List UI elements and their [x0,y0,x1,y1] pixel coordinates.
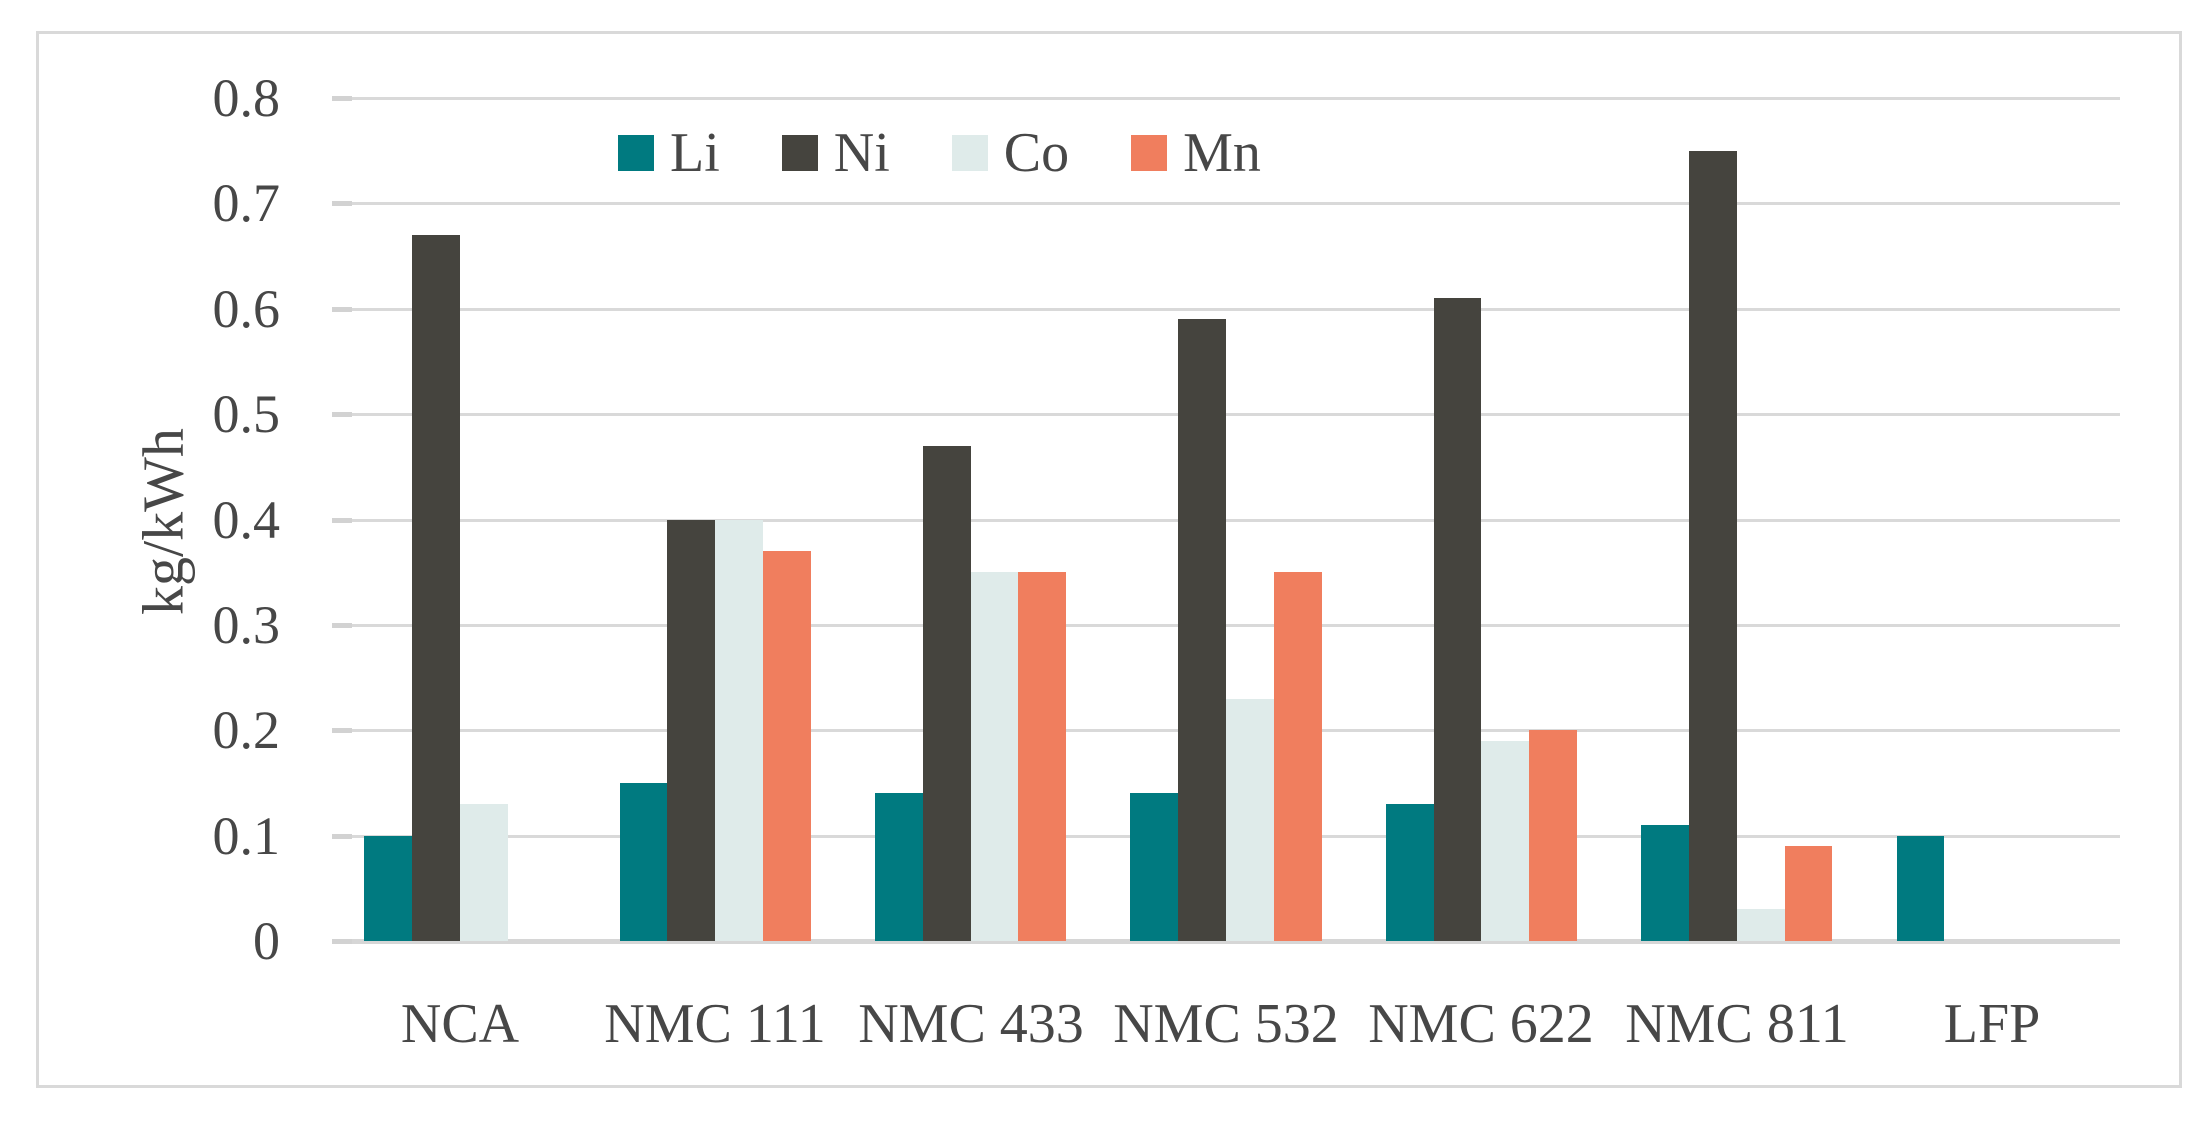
y-axis-tick [332,96,352,101]
gridline [332,202,2120,205]
legend-label: Ni [833,122,890,184]
bar-co-nca [459,804,508,941]
bar-co-nmc-433 [970,572,1019,941]
y-tick-label: 0 [253,911,280,971]
bar-li-nmc-622 [1385,804,1434,941]
y-axis-tick [332,623,352,628]
legend-swatch-ni [781,135,818,171]
y-tick-label: 0.1 [212,806,281,866]
y-axis-tick [332,412,352,417]
bar-li-nmc-111 [619,782,668,941]
legend-item: Ni [781,122,890,184]
legend-swatch-li [618,135,654,171]
y-axis-tick [332,834,352,839]
y-tick-label: 0.2 [212,700,281,760]
bar-co-nmc-622 [1481,740,1530,941]
bar-ni-nmc-433 [922,445,971,941]
bar-ni-nmc-111 [667,519,716,941]
legend-swatch-mn [1131,135,1168,171]
legend-item: Mn [1131,124,1261,182]
bar-mn-nmc-811 [1784,846,1833,941]
y-tick-label: 0.3 [212,595,281,655]
y-axis-tick [332,939,352,944]
bar-co-nmc-111 [715,519,763,941]
bar-li-nmc-433 [874,793,923,941]
bar-ni-nca [411,234,460,941]
x-category-label: NMC 622 [1368,993,1594,1055]
bar-mn-nmc-433 [1018,572,1067,941]
y-tick-label: 0.4 [212,490,281,550]
x-category-label: NMC 811 [1625,993,1849,1055]
gridline [332,519,2120,522]
x-category-label: NCA [400,993,520,1055]
figure-border [36,31,2182,1088]
bar-li-nca [364,835,412,941]
y-axis-tick [332,307,352,312]
x-category-label: NMC 532 [1113,993,1339,1055]
legend-label: Li [670,122,720,184]
legend-item: Li [618,124,720,182]
legend-item: Co [951,122,1070,184]
gridline [332,97,2120,100]
legend-label: Mn [1183,122,1261,184]
y-tick-label: 0.8 [212,68,281,128]
legend-label: Co [1003,122,1070,184]
gridline [332,624,2120,627]
bar-mn-nmc-532 [1273,572,1322,941]
bar-co-nmc-811 [1736,909,1785,941]
x-axis-line [332,939,2120,944]
bar-li-nmc-811 [1641,825,1690,941]
bar-ni-nmc-811 [1689,150,1737,941]
y-axis-tick [332,728,352,733]
bar-li-nmc-532 [1130,793,1179,941]
y-tick-label: 0.6 [212,279,281,339]
chart-legend: Li Ni Co Mn [618,124,1261,182]
y-tick-label: 0.7 [212,173,281,233]
gridline [332,308,2120,311]
bar-co-nmc-532 [1226,698,1274,941]
x-category-label: NMC 111 [604,993,826,1055]
gridline [332,413,2120,416]
x-category-label: NMC 433 [858,993,1084,1055]
y-tick-label: 0.5 [212,384,281,444]
bar-ni-nmc-622 [1433,298,1482,941]
bar-mn-nmc-622 [1529,730,1578,941]
y-axis-tick [332,201,352,206]
legend-swatch-co [951,135,988,171]
bar-li-lfp [1896,835,1945,941]
bar-mn-nmc-111 [762,551,811,941]
y-axis-tick [332,518,352,523]
bar-ni-nmc-532 [1178,319,1226,941]
x-category-label: LFP [1943,993,2041,1055]
